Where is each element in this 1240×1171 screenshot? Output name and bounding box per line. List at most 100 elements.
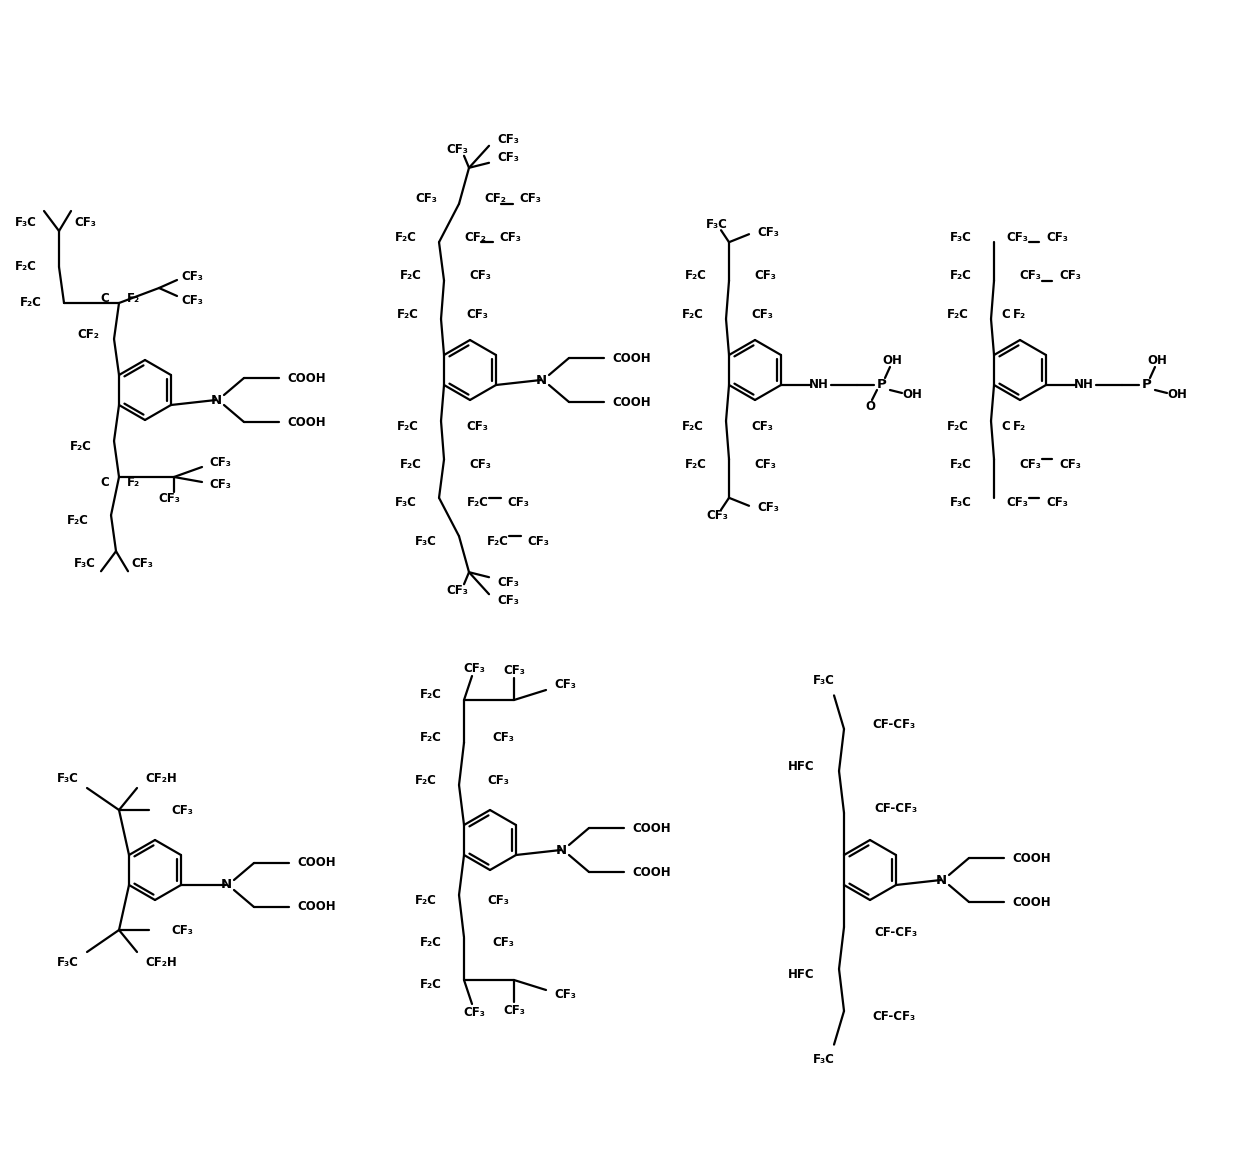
Text: F₃C: F₃C [57,956,79,968]
Text: C: C [100,475,109,488]
Text: F₃C: F₃C [813,1053,835,1066]
Text: F₃C: F₃C [57,772,79,785]
Text: CF₃: CF₃ [463,662,485,674]
Text: F₂: F₂ [1013,308,1027,321]
Text: F₂C: F₂C [420,979,441,992]
Text: F₃C: F₃C [396,497,417,509]
Text: N: N [211,393,222,406]
Text: CF₃: CF₃ [74,217,95,230]
Text: COOH: COOH [632,865,671,878]
Text: CF₃: CF₃ [554,678,575,692]
Text: N: N [935,874,946,886]
Text: F₃C: F₃C [74,556,95,570]
Text: CF₂: CF₂ [464,231,486,244]
Text: CF₃: CF₃ [1059,458,1081,471]
Text: F₂C: F₂C [397,308,419,321]
Text: COOH: COOH [613,351,651,364]
Text: CF₃: CF₃ [497,576,518,589]
Text: F₂C: F₂C [467,497,489,509]
Text: F₂: F₂ [126,292,140,304]
Text: CF₂: CF₂ [484,192,506,205]
Text: CF₃: CF₃ [446,583,467,597]
Text: CF₂H: CF₂H [145,772,177,785]
Text: P: P [1142,378,1152,391]
Text: COOH: COOH [298,856,336,870]
Text: HFC: HFC [787,967,813,980]
Text: CF₃: CF₃ [497,151,518,164]
Text: CF₂H: CF₂H [145,956,177,968]
Text: COOH: COOH [1013,896,1052,909]
Text: CF₃: CF₃ [466,308,487,321]
Text: COOH: COOH [632,822,671,835]
Text: OH: OH [882,354,901,367]
Text: CF₃: CF₃ [751,419,773,432]
Text: CF₃: CF₃ [754,458,776,471]
Text: OH: OH [1147,354,1167,367]
Text: F₂C: F₂C [415,774,436,787]
Text: CF₃: CF₃ [756,501,779,514]
Text: CF₃: CF₃ [446,143,467,156]
Text: CF₃: CF₃ [498,231,521,244]
Text: N: N [221,878,232,891]
Text: F₂: F₂ [1013,419,1027,432]
Text: CF₃: CF₃ [171,803,193,816]
Text: CF₃: CF₃ [466,419,487,432]
Text: CF₃: CF₃ [131,556,153,570]
Text: F₂C: F₂C [682,308,704,321]
Text: F₂C: F₂C [420,936,441,949]
Text: F₃C: F₃C [15,217,37,230]
Text: CF₃: CF₃ [181,294,203,307]
Text: CF₃: CF₃ [503,664,525,677]
Text: CF₃: CF₃ [463,1006,485,1019]
Text: F₂C: F₂C [947,419,968,432]
Text: CF₃: CF₃ [554,988,575,1001]
Text: CF₃: CF₃ [415,192,436,205]
Text: F₃C: F₃C [813,673,835,687]
Text: NH: NH [1074,378,1094,391]
Text: CF₃: CF₃ [210,456,231,468]
Text: CF₃: CF₃ [497,133,518,146]
Text: C: C [1001,308,1009,321]
Text: COOH: COOH [288,371,326,384]
Text: F₃C: F₃C [950,231,972,244]
Text: C: C [100,292,109,304]
Text: CF₂: CF₂ [77,328,99,341]
Text: CF-CF₃: CF-CF₃ [872,1009,915,1022]
Text: COOH: COOH [1013,851,1052,864]
Text: F₂C: F₂C [487,535,508,548]
Text: F₂C: F₂C [396,231,417,244]
Text: F₂C: F₂C [686,458,707,471]
Text: CF-CF₃: CF-CF₃ [874,801,918,815]
Text: CF₃: CF₃ [520,192,541,205]
Text: CF₃: CF₃ [754,269,776,282]
Text: CF₃: CF₃ [469,458,491,471]
Text: CF₃: CF₃ [487,893,508,906]
Text: CF₃: CF₃ [171,924,193,937]
Text: P: P [877,378,887,391]
Text: HFC: HFC [787,760,813,773]
Text: COOH: COOH [298,900,336,913]
Text: F₂C: F₂C [950,458,972,471]
Text: CF₃: CF₃ [487,774,508,787]
Text: F₂C: F₂C [947,308,968,321]
Text: OH: OH [1167,389,1187,402]
Text: F₂C: F₂C [686,269,707,282]
Text: CF₃: CF₃ [1047,497,1068,509]
Text: CF₃: CF₃ [1006,231,1028,244]
Text: F₂C: F₂C [420,731,441,744]
Text: CF₃: CF₃ [157,493,180,506]
Text: CF₃: CF₃ [492,731,513,744]
Text: OH: OH [901,389,921,402]
Text: CF₃: CF₃ [507,497,529,509]
Text: F₂C: F₂C [415,893,436,906]
Text: F₂C: F₂C [682,419,704,432]
Text: N: N [536,374,547,386]
Text: CF₃: CF₃ [1019,269,1040,282]
Text: F₂C: F₂C [67,514,89,527]
Text: CF₃: CF₃ [210,479,231,492]
Text: F₂C: F₂C [397,419,419,432]
Text: COOH: COOH [613,396,651,409]
Text: CF₃: CF₃ [751,308,773,321]
Text: CF₃: CF₃ [527,535,549,548]
Text: CF₃: CF₃ [492,936,513,949]
